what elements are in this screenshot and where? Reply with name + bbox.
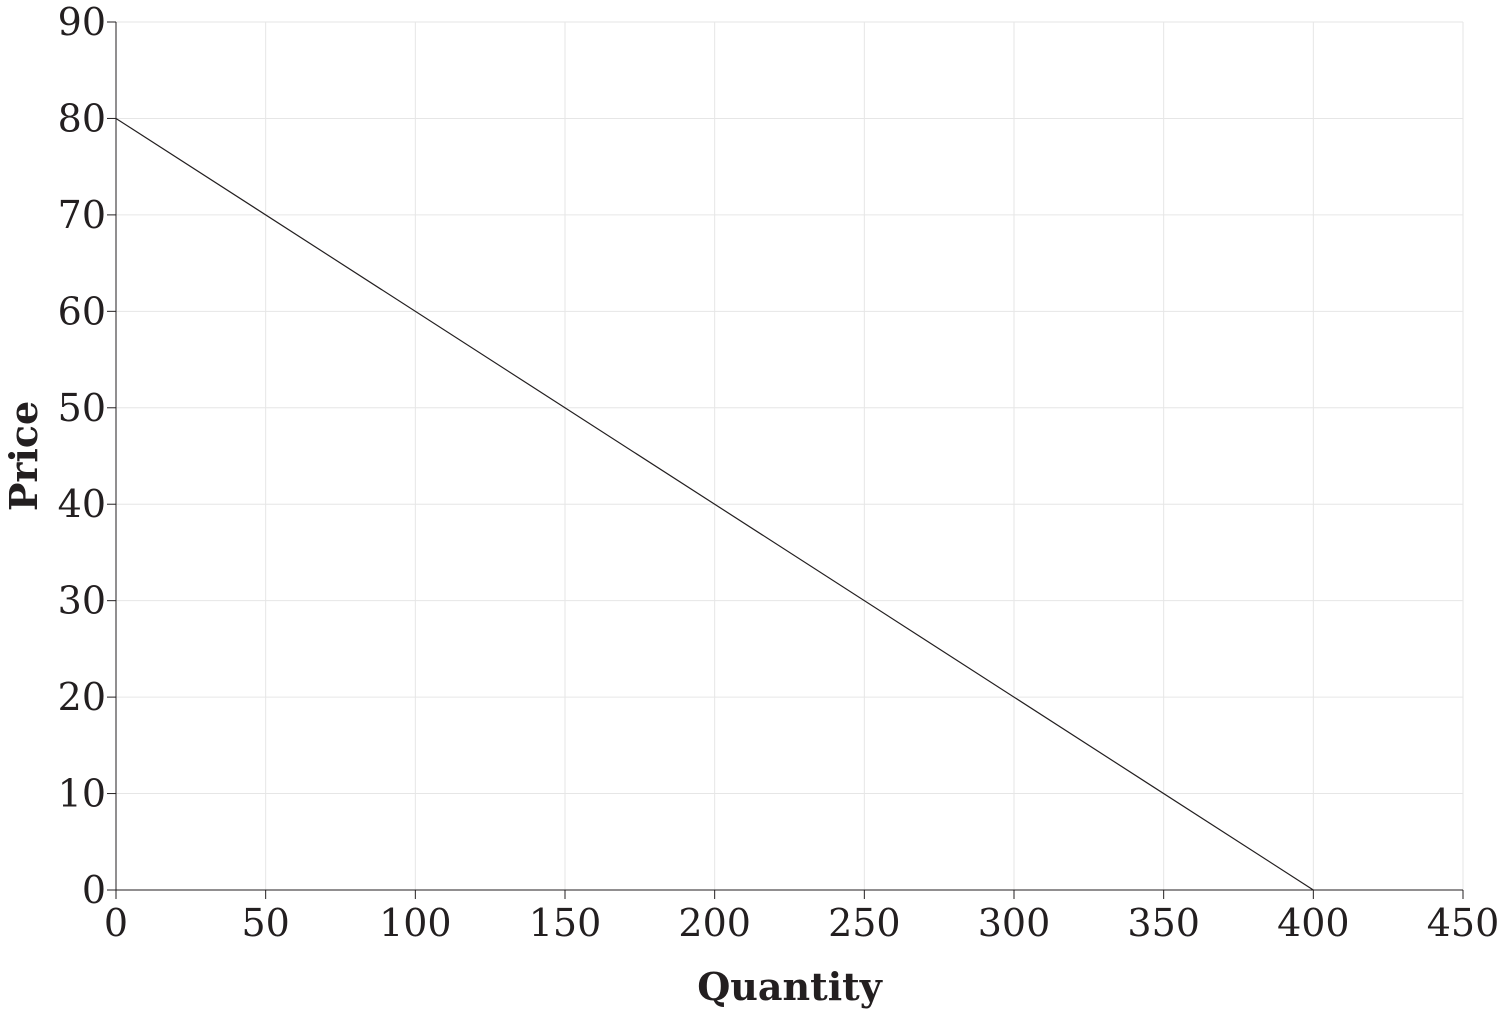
x-tick-label: 400 [1277, 901, 1350, 945]
y-tick-label: 60 [58, 289, 106, 333]
x-tick-label: 250 [828, 901, 901, 945]
x-tick-label: 100 [379, 901, 452, 945]
x-tick-label: 200 [678, 901, 751, 945]
y-tick-label: 0 [82, 868, 106, 912]
x-tick-label: 350 [1127, 901, 1200, 945]
x-tick-label: 300 [978, 901, 1051, 945]
x-axis-title: Quantity [697, 964, 883, 1009]
x-tick-label: 150 [529, 901, 602, 945]
y-tick-label: 30 [58, 579, 106, 623]
axes [115, 22, 1463, 891]
y-axis-title: Price [1, 401, 46, 511]
y-tick-label: 70 [58, 193, 106, 237]
ticks: 0 50 100 150 200 250 300 350 400 450 0 10 20 30 40 50 60… [58, 0, 1498, 945]
y-tick-label: 10 [58, 772, 106, 816]
demand-line [115, 117, 1314, 891]
x-tick-label: 450 [1427, 901, 1498, 945]
y-tick-label: 90 [58, 0, 106, 44]
x-tick-label: 50 [241, 901, 289, 945]
y-tick-label: 80 [58, 96, 106, 140]
y-tick-label: 40 [58, 482, 106, 526]
grid [116, 21, 1464, 890]
x-tick-label: 0 [104, 901, 128, 945]
y-tick-label: 50 [58, 386, 106, 430]
y-tick-label: 20 [58, 675, 106, 719]
series [115, 117, 1314, 891]
